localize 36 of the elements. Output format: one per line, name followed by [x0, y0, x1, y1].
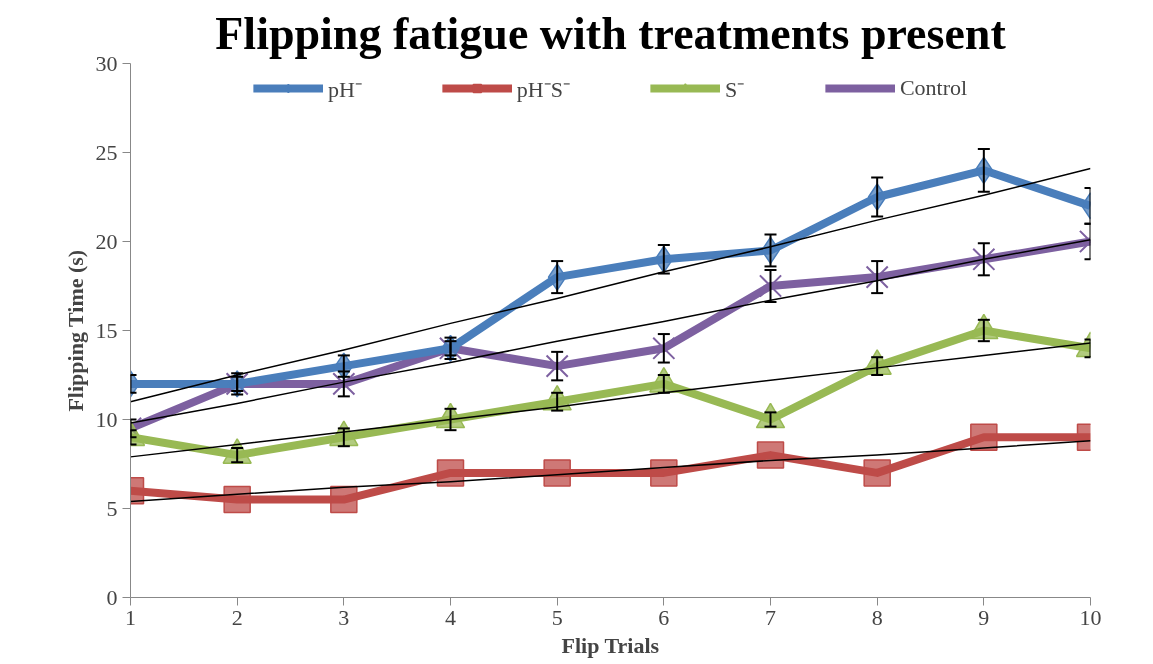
y-tick-label: 10 [95, 406, 118, 432]
y-tick-label: 15 [95, 317, 118, 343]
legend-label: pH⁻ [327, 76, 362, 103]
x-tick-label: 4 [445, 604, 456, 630]
point [650, 459, 678, 487]
x-tick-label: 10 [1079, 604, 1102, 630]
point [756, 441, 785, 469]
x-axis-title: Flip Trials [561, 632, 660, 658]
y-tick-label: 0 [106, 584, 118, 610]
legend-label: Control [899, 75, 968, 101]
x-tick-label: 9 [978, 604, 990, 630]
y-tick-label: 25 [95, 139, 118, 165]
x-tick-label: 2 [231, 604, 243, 630]
y-tick-label: 5 [106, 495, 118, 521]
point [863, 459, 891, 487]
point [758, 274, 783, 298]
point [865, 265, 889, 289]
y-tick-label: 30 [95, 50, 118, 76]
point [543, 459, 571, 487]
x-tick-label: 7 [765, 604, 776, 630]
chart-title: Flipping fatigue with treatments present [215, 7, 1007, 59]
x-tick-label: 6 [658, 604, 670, 630]
point [652, 336, 676, 360]
x-tick-label: 1 [125, 604, 136, 630]
point [223, 485, 251, 514]
x-tick-label: 8 [871, 604, 883, 630]
x-tick-label: 3 [338, 604, 350, 630]
x-tick-label: 5 [551, 604, 563, 630]
point [436, 459, 465, 487]
point [545, 354, 569, 378]
point [970, 423, 998, 452]
y-tick-label: 20 [95, 228, 118, 254]
legend-label: S⁻ [724, 76, 745, 103]
legend-label: pH⁻S⁻ [516, 76, 570, 103]
y-axis-title: Flipping Time (s) [62, 249, 88, 412]
point [330, 485, 358, 514]
